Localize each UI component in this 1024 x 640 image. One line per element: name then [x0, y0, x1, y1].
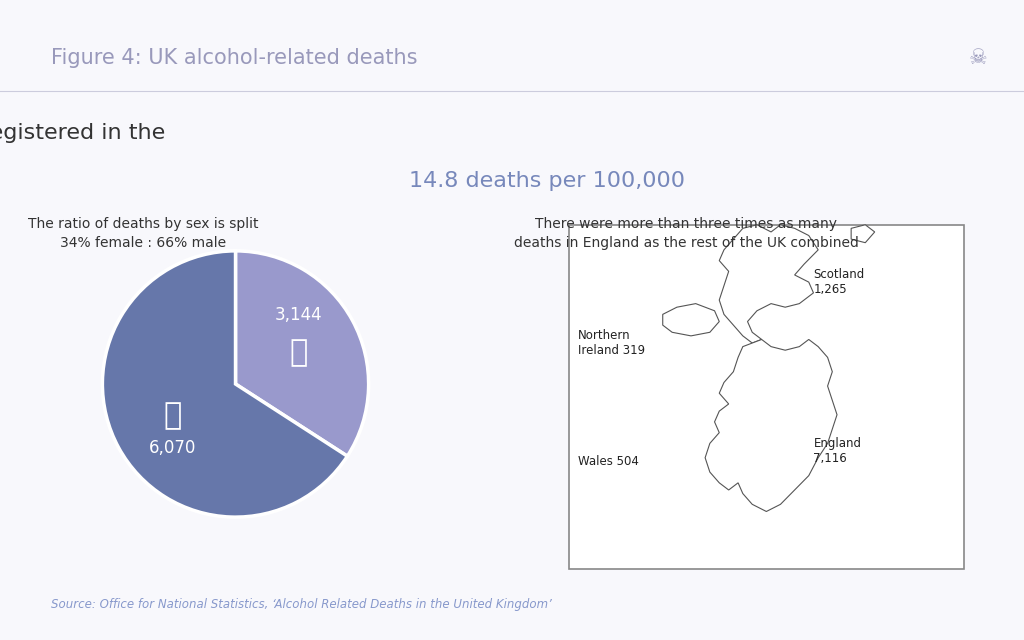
Polygon shape: [719, 225, 818, 343]
Text: England
7,116: England 7,116: [813, 436, 861, 465]
Text: ☠: ☠: [969, 47, 987, 68]
Polygon shape: [706, 339, 837, 511]
Bar: [568, 225, 965, 569]
Text: 🚶: 🚶: [290, 338, 308, 367]
Text: Northern
Ireland 319: Northern Ireland 319: [578, 329, 645, 357]
Wedge shape: [236, 251, 369, 456]
Polygon shape: [663, 303, 719, 336]
Text: The ratio of deaths by sex is split
34% female : 66% male: The ratio of deaths by sex is split 34% …: [28, 217, 259, 250]
Polygon shape: [851, 225, 874, 243]
Text: There were more than three times as many
deaths in England as the rest of the UK: There were more than three times as many…: [514, 217, 858, 250]
Text: 3,144: 3,144: [274, 306, 323, 324]
Text: 6,070: 6,070: [148, 438, 196, 457]
Text: Scotland
1,265: Scotland 1,265: [813, 268, 864, 296]
Text: alcohol-related deaths registered in the: alcohol-related deaths registered in the: [0, 123, 166, 143]
Text: Figure 4: UK alcohol-related deaths: Figure 4: UK alcohol-related deaths: [51, 47, 418, 68]
Text: 🚶: 🚶: [163, 401, 181, 430]
Wedge shape: [102, 251, 347, 517]
Text: Source: Office for National Statistics, ‘Alcohol Related Deaths in the United Ki: Source: Office for National Statistics, …: [51, 598, 552, 611]
Text: 14.8 deaths per 100,000: 14.8 deaths per 100,000: [409, 171, 685, 191]
Text: Wales 504: Wales 504: [578, 455, 639, 468]
